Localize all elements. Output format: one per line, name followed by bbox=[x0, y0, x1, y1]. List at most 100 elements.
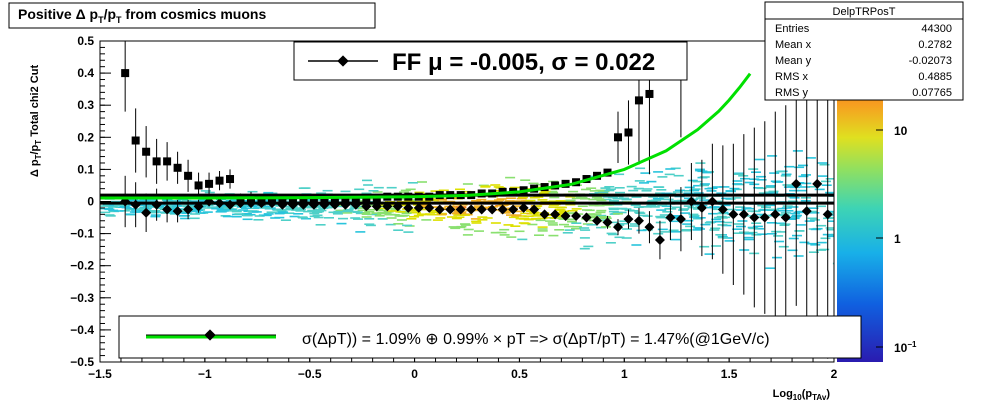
density-cell bbox=[631, 244, 642, 246]
density-cell bbox=[768, 192, 779, 194]
density-cell bbox=[685, 225, 696, 228]
mean-point bbox=[749, 212, 760, 223]
density-cell bbox=[211, 207, 222, 210]
density-cell bbox=[769, 208, 779, 211]
density-cell bbox=[128, 199, 139, 202]
density-cell bbox=[100, 205, 110, 207]
density-cell bbox=[313, 216, 324, 219]
density-cell bbox=[714, 220, 725, 223]
density-cell bbox=[826, 228, 834, 231]
density-cell bbox=[737, 220, 748, 222]
density-cell bbox=[364, 211, 375, 213]
sigma-point bbox=[624, 128, 633, 137]
density-cell bbox=[782, 205, 793, 207]
density-cell bbox=[659, 214, 670, 216]
density-cell bbox=[765, 204, 776, 207]
mean-point bbox=[162, 204, 173, 215]
mean-point bbox=[822, 209, 833, 220]
mean-point bbox=[141, 207, 152, 218]
density-cell bbox=[167, 207, 178, 209]
density-cell bbox=[819, 163, 830, 166]
mean-point bbox=[235, 198, 246, 209]
density-cell bbox=[748, 227, 759, 230]
density-cell bbox=[819, 248, 830, 251]
density-cell bbox=[307, 209, 318, 212]
density-cell bbox=[293, 213, 304, 215]
y-tick-label: 0 bbox=[87, 195, 94, 209]
density-cell bbox=[651, 199, 662, 202]
density-cell bbox=[631, 196, 642, 198]
density-cell bbox=[555, 216, 566, 219]
density-cell bbox=[628, 189, 639, 192]
density-cell bbox=[657, 228, 668, 231]
density-cell bbox=[601, 198, 612, 201]
density-cell bbox=[656, 209, 667, 211]
density-cell bbox=[410, 211, 421, 214]
density-cell bbox=[629, 225, 640, 227]
density-cell bbox=[732, 180, 743, 182]
stat-label: Entries bbox=[775, 23, 810, 35]
density-cell bbox=[655, 192, 666, 194]
sigma-point bbox=[184, 171, 193, 180]
y-tick-label: 0.2 bbox=[77, 130, 94, 144]
density-cell bbox=[678, 209, 689, 211]
sigma-point bbox=[142, 147, 151, 156]
density-cell bbox=[531, 215, 542, 217]
density-cell bbox=[322, 189, 333, 192]
density-cell bbox=[338, 217, 348, 220]
mean-point bbox=[654, 235, 665, 246]
x-tick-label: −1 bbox=[198, 367, 212, 381]
density-cell bbox=[809, 219, 820, 221]
density-cell bbox=[738, 175, 749, 177]
density-cell bbox=[825, 178, 834, 180]
density-cell bbox=[826, 235, 834, 238]
density-cell bbox=[714, 216, 725, 219]
density-cell bbox=[604, 189, 615, 192]
density-cell bbox=[413, 214, 424, 217]
density-cell bbox=[688, 213, 699, 216]
density-cell bbox=[798, 164, 808, 167]
density-cell bbox=[827, 210, 834, 213]
title-box: Positive Δ pT/pT from cosmics muons bbox=[8, 2, 376, 29]
density-cell bbox=[704, 187, 715, 190]
density-cell bbox=[534, 186, 544, 189]
density-cell bbox=[693, 227, 704, 229]
density-cell bbox=[658, 196, 669, 198]
density-cell bbox=[223, 207, 234, 210]
density-cell bbox=[752, 225, 763, 228]
density-cell bbox=[427, 213, 437, 216]
density-cell bbox=[790, 212, 801, 215]
density-cell bbox=[733, 173, 744, 175]
density-cell bbox=[594, 204, 605, 207]
density-cell bbox=[653, 171, 664, 173]
chart-title: Positive Δ pT/pT from cosmics muons bbox=[18, 6, 266, 25]
density-cell bbox=[640, 172, 651, 174]
x-tick-label: −1.5 bbox=[88, 367, 112, 381]
density-cell bbox=[537, 217, 548, 220]
density-cell bbox=[768, 190, 779, 193]
density-cell bbox=[765, 185, 776, 187]
density-cell bbox=[608, 207, 619, 210]
density-cell bbox=[821, 184, 832, 186]
density-cell bbox=[701, 171, 712, 174]
mean-point bbox=[529, 204, 540, 215]
density-cell bbox=[800, 197, 811, 199]
density-cell bbox=[821, 180, 831, 183]
density-cell bbox=[614, 187, 625, 189]
density-cell bbox=[421, 200, 432, 202]
density-cell bbox=[743, 236, 754, 239]
sigma-point bbox=[163, 157, 172, 166]
density-cell bbox=[525, 199, 536, 202]
density-cell bbox=[664, 173, 675, 176]
density-cell bbox=[376, 209, 387, 212]
density-cell bbox=[136, 204, 147, 206]
density-cell bbox=[490, 184, 501, 186]
density-cell bbox=[477, 216, 488, 218]
density-cell bbox=[547, 222, 558, 224]
stats-box: DelpTRPosT Entries 44300 Mean x 0.2782 M… bbox=[764, 1, 964, 101]
density-cell bbox=[285, 207, 296, 210]
mean-point bbox=[193, 201, 204, 212]
density-cell bbox=[818, 175, 828, 177]
density-cell bbox=[795, 210, 806, 213]
density-cell bbox=[715, 234, 726, 236]
